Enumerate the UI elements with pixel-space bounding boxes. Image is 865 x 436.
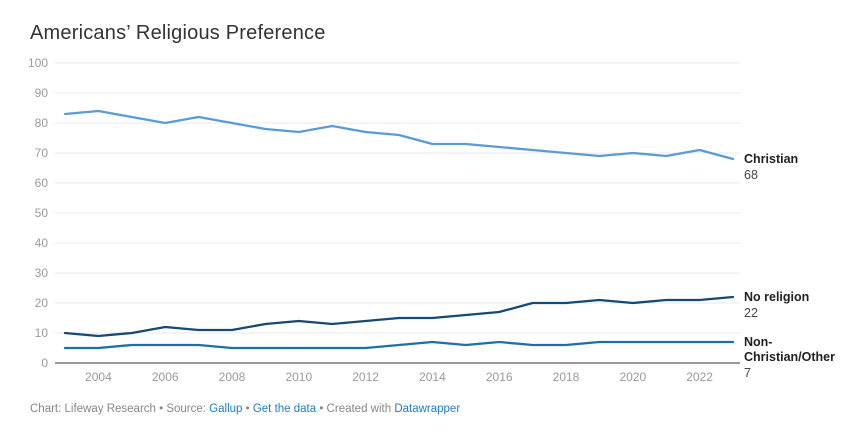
- x-tick-label: 2008: [219, 370, 246, 384]
- x-tick-label: 2006: [152, 370, 179, 384]
- y-tick-label: 80: [35, 116, 49, 130]
- source-link[interactable]: Gallup: [209, 403, 243, 415]
- y-tick-label: 60: [35, 176, 49, 190]
- x-tick-label: 2020: [619, 370, 646, 384]
- x-tick-label: 2004: [85, 370, 112, 384]
- get-the-data-link[interactable]: Get the data: [252, 403, 317, 415]
- y-tick-label: 0: [41, 356, 48, 370]
- chart-title: Americans’ Religious Preference: [30, 22, 326, 44]
- y-tick-label: 10: [35, 326, 49, 340]
- y-tick-label: 100: [28, 56, 48, 70]
- y-tick-label: 20: [35, 296, 49, 310]
- x-tick-label: 2014: [419, 370, 446, 384]
- footer-attribution-text: Chart: Lifeway Research • Source:: [30, 403, 210, 415]
- series-line-non-christian-other: [63, 340, 735, 350]
- x-tick-label: 2010: [285, 370, 312, 384]
- series-line-christian: [63, 109, 735, 161]
- footer-created-with-text: • Created with: [316, 403, 395, 415]
- series-line-no-religion: [63, 295, 735, 338]
- y-tick-label: 30: [35, 266, 49, 280]
- y-tick-label: 70: [35, 146, 49, 160]
- datawrapper-link[interactable]: Datawrapper: [394, 403, 461, 415]
- y-tick-label: 50: [35, 206, 49, 220]
- y-tick-label: 40: [35, 236, 49, 250]
- x-tick-label: 2018: [553, 370, 580, 384]
- x-tick-label: 2016: [486, 370, 513, 384]
- chart-footer: Chart: Lifeway Research • Source: Gallup…: [30, 403, 460, 415]
- x-tick-label: 2022: [686, 370, 713, 384]
- footer-separator: •: [242, 403, 253, 415]
- x-tick-label: 2012: [352, 370, 379, 384]
- y-tick-label: 90: [35, 86, 49, 100]
